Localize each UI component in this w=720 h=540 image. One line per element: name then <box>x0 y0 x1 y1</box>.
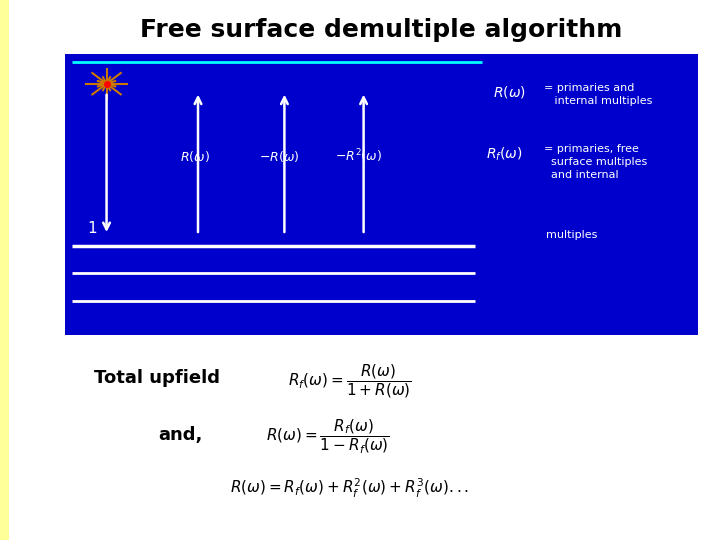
Text: Free surface demultiple algorithm: Free surface demultiple algorithm <box>140 18 623 42</box>
Text: $R(\omega)=\dfrac{R_f(\omega)}{1-R_f(\omega)}$: $R(\omega)=\dfrac{R_f(\omega)}{1-R_f(\om… <box>266 418 390 456</box>
Text: = primaries and
   internal multiples: = primaries and internal multiples <box>544 83 652 106</box>
Text: 1: 1 <box>88 221 97 237</box>
Text: $-R(\omega)$: $-R(\omega)$ <box>259 149 300 164</box>
Text: $-R^2(\omega)$: $-R^2(\omega)$ <box>335 148 382 165</box>
Text: Total upfield: Total upfield <box>94 369 220 387</box>
Bar <box>65 54 698 335</box>
Text: $R_f(\omega)=\dfrac{R(\omega)}{1+R(\omega)}$: $R_f(\omega)=\dfrac{R(\omega)}{1+R(\omeg… <box>288 362 412 400</box>
Text: multiples: multiples <box>546 230 597 240</box>
Text: $R(\omega)$: $R(\omega)$ <box>180 149 210 164</box>
Text: $R(\omega)=R_f(\omega)+R_f^2(\omega)+R_f^3(\omega)...$: $R(\omega)=R_f(\omega)+R_f^2(\omega)+R_f… <box>230 477 469 500</box>
Text: and,: and, <box>158 426 203 444</box>
Text: $R(\omega)$: $R(\omega)$ <box>493 84 526 100</box>
Text: = primaries, free
  surface multiples
  and internal: = primaries, free surface multiples and … <box>544 144 647 180</box>
Text: $R_f(\omega)$: $R_f(\omega)$ <box>486 145 523 163</box>
